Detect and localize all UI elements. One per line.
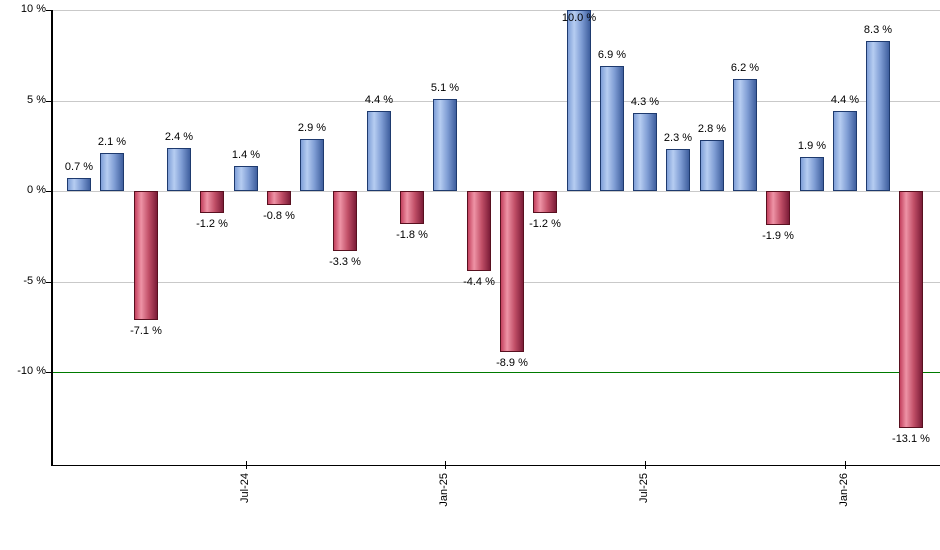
y-tick-mark--10pct <box>46 372 52 373</box>
x-tick-label-Jul-25: Jul-25 <box>638 469 652 549</box>
y-tick-label--10pct: -10 % <box>17 365 46 377</box>
y-tick-mark-10pct <box>46 10 52 11</box>
return-bar-1 <box>100 153 124 191</box>
bar-value-label-3: 2.4 % <box>164 131 194 143</box>
bar-value-label-10: -1.8 % <box>396 229 428 241</box>
y-tick-mark-5pct <box>46 101 52 102</box>
return-bar-17 <box>633 113 657 191</box>
y-axis-line <box>51 10 53 465</box>
return-bar-16 <box>600 66 624 191</box>
x-tick-label-Jan-25: Jan-25 <box>438 469 452 549</box>
return-bar-14 <box>533 191 557 213</box>
y-tick-mark-0pct <box>46 191 52 192</box>
bar-value-label-1: 2.1 % <box>97 136 127 148</box>
gridline--5pct <box>52 282 940 283</box>
return-bar-15 <box>567 10 591 191</box>
x-axis-line <box>51 465 940 466</box>
return-bar-9 <box>367 111 391 191</box>
reference-line-minus-10pct <box>52 372 940 373</box>
return-bar-20 <box>733 79 757 191</box>
return-bar-8 <box>333 191 357 251</box>
return-bar-22 <box>800 157 824 191</box>
bar-value-label-19: 2.8 % <box>697 123 727 135</box>
bar-value-label-17: 4.3 % <box>630 96 660 108</box>
return-bar-7 <box>300 139 324 191</box>
return-bar-6 <box>267 191 291 205</box>
bar-value-label-9: 4.4 % <box>364 94 394 106</box>
bar-value-label-2: -7.1 % <box>130 325 162 337</box>
x-tick-label-Jan-26: Jan-26 <box>838 469 852 549</box>
bar-value-label-21: -1.9 % <box>762 230 794 242</box>
return-bar-19 <box>700 140 724 191</box>
bar-value-label-25: -13.1 % <box>892 433 930 445</box>
bar-value-label-0: 0.7 % <box>64 161 94 173</box>
y-tick-label-10pct: 10 % <box>20 3 46 15</box>
return-bar-21 <box>766 191 790 225</box>
return-bar-3 <box>167 148 191 191</box>
bar-value-label-14: -1.2 % <box>529 218 561 230</box>
return-bar-11 <box>433 99 457 191</box>
bar-value-label-16: 6.9 % <box>597 49 627 61</box>
y-tick-label-0pct: 0 % <box>27 184 46 196</box>
gridline-5pct <box>52 101 940 102</box>
x-tick-label-Jul-24: Jul-24 <box>239 469 253 549</box>
bar-value-label-24: 8.3 % <box>863 24 893 36</box>
bar-value-label-15: 10.0 % <box>561 12 597 24</box>
bar-value-label-13: -8.9 % <box>496 357 528 369</box>
return-bar-18 <box>666 149 690 191</box>
bar-value-label-23: 4.4 % <box>830 94 860 106</box>
gridline-10pct <box>52 10 940 11</box>
bar-value-label-12: -4.4 % <box>463 276 495 288</box>
return-bar-25 <box>899 191 923 428</box>
bar-value-label-20: 6.2 % <box>730 62 760 74</box>
y-tick-mark--5pct <box>46 282 52 283</box>
bar-value-label-4: -1.2 % <box>196 218 228 230</box>
bar-value-label-11: 5.1 % <box>430 82 460 94</box>
return-bar-12 <box>467 191 491 271</box>
return-bar-4 <box>200 191 224 213</box>
y-tick-label--5pct: -5 % <box>23 275 46 287</box>
x-tick-label-text: Jul-24 <box>239 473 251 503</box>
bar-value-label-22: 1.9 % <box>797 140 827 152</box>
return-bar-13 <box>500 191 524 352</box>
return-bar-0 <box>67 178 91 191</box>
return-bar-2 <box>134 191 158 320</box>
bar-value-label-8: -3.3 % <box>329 256 361 268</box>
return-bar-24 <box>866 41 890 191</box>
return-bar-10 <box>400 191 424 224</box>
x-tick-label-text: Jan-26 <box>838 473 850 507</box>
return-bar-5 <box>234 166 258 191</box>
bar-value-label-5: 1.4 % <box>231 149 261 161</box>
gridline-0pct <box>52 191 940 192</box>
x-tick-label-text: Jul-25 <box>638 473 650 503</box>
return-bar-23 <box>833 111 857 191</box>
y-tick-label-5pct: 5 % <box>27 94 46 106</box>
bar-value-label-6: -0.8 % <box>263 210 295 222</box>
bar-value-label-7: 2.9 % <box>297 122 327 134</box>
bar-value-label-18: 2.3 % <box>663 132 693 144</box>
x-tick-label-text: Jan-25 <box>438 473 450 507</box>
